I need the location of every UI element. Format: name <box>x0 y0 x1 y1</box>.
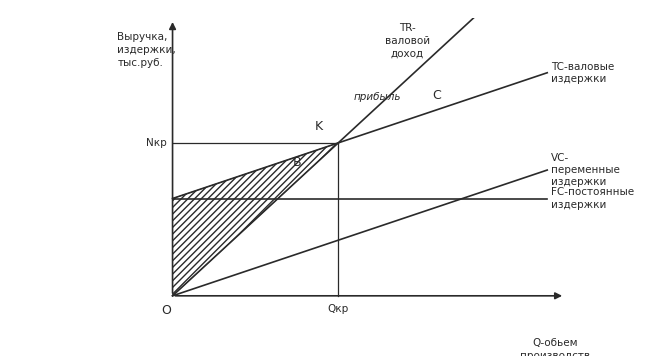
Text: TC-валовые
издержки: TC-валовые издержки <box>551 62 614 84</box>
Text: VC-
переменные
издержки: VC- переменные издержки <box>551 153 620 188</box>
Text: O: O <box>161 304 171 317</box>
Text: Выручка,
издержки,
тыс.руб.: Выручка, издержки, тыс.руб. <box>117 32 176 68</box>
Text: K: K <box>314 120 323 133</box>
Text: FC-постоянные
издержки: FC-постоянные издержки <box>551 187 634 210</box>
Text: прибыль: прибыль <box>354 92 402 102</box>
Text: Qкр: Qкр <box>327 304 349 314</box>
Text: Q-обьем
производств
а, ед.прод: Q-обьем производств а, ед.прод <box>520 337 590 356</box>
Text: B: B <box>292 156 301 169</box>
Text: Nкр: Nкр <box>146 138 167 148</box>
Text: C: C <box>432 89 441 102</box>
Polygon shape <box>173 143 338 296</box>
Text: TR-
валовой
доход: TR- валовой доход <box>385 23 430 58</box>
